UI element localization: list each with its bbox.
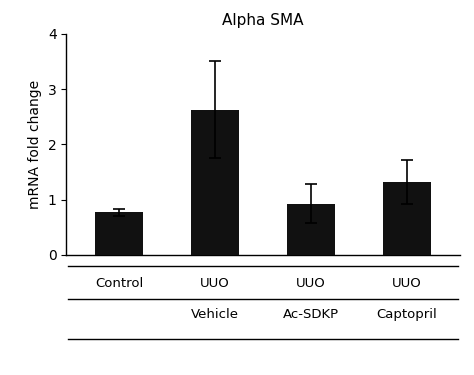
Text: UUO: UUO: [296, 277, 326, 290]
Bar: [191, 110, 239, 255]
Bar: [287, 204, 335, 255]
Text: Ac-SDKP: Ac-SDKP: [283, 308, 339, 321]
Text: UUO: UUO: [392, 277, 422, 290]
Title: Alpha SMA: Alpha SMA: [222, 13, 304, 28]
Bar: [95, 212, 143, 255]
Text: Vehicle: Vehicle: [191, 308, 239, 321]
Text: Control: Control: [95, 277, 143, 290]
Text: UUO: UUO: [200, 277, 230, 290]
Bar: [383, 182, 431, 255]
Y-axis label: mRNA fold change: mRNA fold change: [28, 80, 42, 209]
Text: Captopril: Captopril: [377, 308, 438, 321]
